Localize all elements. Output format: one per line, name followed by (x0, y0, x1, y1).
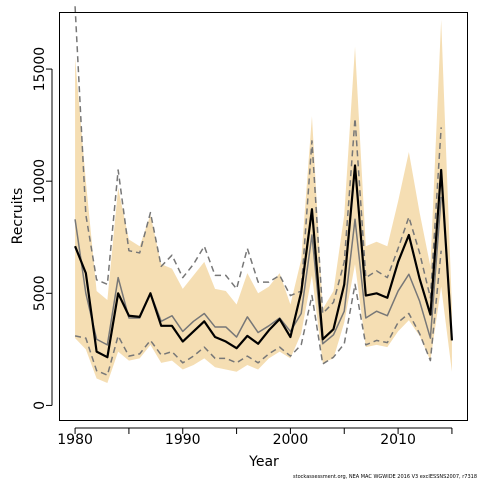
confidence-band-layer (75, 19, 452, 384)
comparison-lower-line (74, 250, 442, 376)
y-tick-label: 15000 (32, 47, 48, 92)
plot-frame (59, 12, 468, 421)
x-tick-label: 2010 (380, 432, 416, 448)
x-tick-label: 1980 (57, 432, 93, 448)
axes-layer: 1980 1990 2000 2010 0 5000 10000 15000 (32, 47, 453, 448)
x-axis-title: Year (248, 454, 279, 470)
y-axis-title: Recruits (10, 188, 26, 245)
x-tick-label: 1990 (165, 432, 201, 448)
series-lines-layer (74, 6, 454, 376)
comparison-upper-line (74, 6, 442, 315)
source-caption: stockassessment.org, NEA MAC WGWIDE 2016… (293, 474, 477, 480)
estimate-line (74, 164, 454, 359)
y-tick-label: 0 (32, 401, 48, 410)
comparison-line (74, 196, 442, 346)
x-tick-label: 2000 (273, 432, 309, 448)
y-tick-label: 5000 (32, 275, 48, 311)
y-tick-label: 10000 (32, 159, 48, 204)
confidence-band (75, 19, 452, 384)
